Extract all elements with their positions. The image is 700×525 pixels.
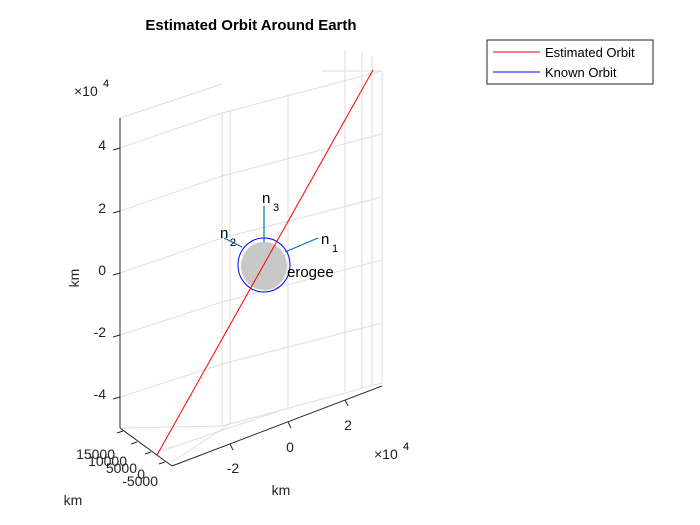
grid-lines bbox=[119, 49, 383, 463]
z-axis-label: km bbox=[66, 269, 82, 288]
x-tick-label: 2 bbox=[344, 417, 352, 433]
svg-text:1: 1 bbox=[332, 243, 338, 255]
svg-text:4: 4 bbox=[103, 78, 109, 90]
y-tick-label: 0 bbox=[137, 466, 145, 482]
z-tick-label: 4 bbox=[98, 137, 106, 153]
z-exponent-label: ×10 4 bbox=[74, 78, 109, 99]
earth-sphere bbox=[241, 242, 287, 290]
chart-title: Estimated Orbit Around Earth bbox=[145, 17, 356, 34]
x-axis-ticks: -2 0 2 bbox=[227, 399, 352, 476]
svg-text:3: 3 bbox=[273, 202, 279, 214]
svg-text:n: n bbox=[262, 190, 270, 207]
z-tick-label: 0 bbox=[98, 262, 106, 278]
y-tick-label: 10000 bbox=[88, 453, 127, 469]
series-estimated-orbit bbox=[156, 69, 374, 456]
vector-label-n3: n 3 bbox=[262, 190, 279, 214]
svg-text:n: n bbox=[220, 225, 228, 242]
svg-text:×10: ×10 bbox=[374, 446, 398, 462]
svg-text:2: 2 bbox=[230, 237, 236, 249]
x-tick-label: 0 bbox=[286, 439, 294, 455]
vector-label-n1: n 1 bbox=[321, 231, 338, 255]
vector-n2 bbox=[223, 237, 243, 248]
svg-text:×10: ×10 bbox=[74, 83, 98, 99]
z-tick-label: 2 bbox=[98, 200, 106, 216]
y-axis-line bbox=[119, 427, 173, 467]
y-tick-label: -5000 bbox=[122, 473, 158, 489]
x-axis-label: km bbox=[272, 482, 291, 498]
legend: Estimated Orbit Known Orbit bbox=[486, 39, 654, 85]
perigee-annotation: erogee bbox=[287, 264, 334, 281]
legend-label-known: Known Orbit bbox=[545, 65, 617, 80]
x-tick-label: -2 bbox=[227, 460, 240, 476]
vector-n1 bbox=[284, 237, 319, 253]
x-axis-line bbox=[171, 385, 383, 467]
z-axis-ticks: 4 2 0 -2 -4 bbox=[94, 137, 121, 402]
legend-label-estimated: Estimated Orbit bbox=[545, 45, 635, 60]
svg-text:4: 4 bbox=[403, 441, 409, 453]
z-tick-label: -2 bbox=[94, 324, 107, 340]
z-tick-label: -4 bbox=[94, 386, 107, 402]
y-axis-label: km bbox=[64, 492, 83, 508]
legend-box bbox=[486, 39, 654, 85]
y-axis-ticks: 15000 10000 5000 0 -5000 bbox=[76, 430, 166, 489]
axes bbox=[119, 118, 383, 467]
y-tick-label: 15000 bbox=[76, 446, 115, 462]
svg-text:n: n bbox=[321, 231, 329, 248]
vector-label-n2: n 2 bbox=[220, 225, 236, 249]
y-tick-label: 5000 bbox=[106, 460, 137, 476]
x-exponent-label: ×10 4 bbox=[374, 441, 409, 462]
